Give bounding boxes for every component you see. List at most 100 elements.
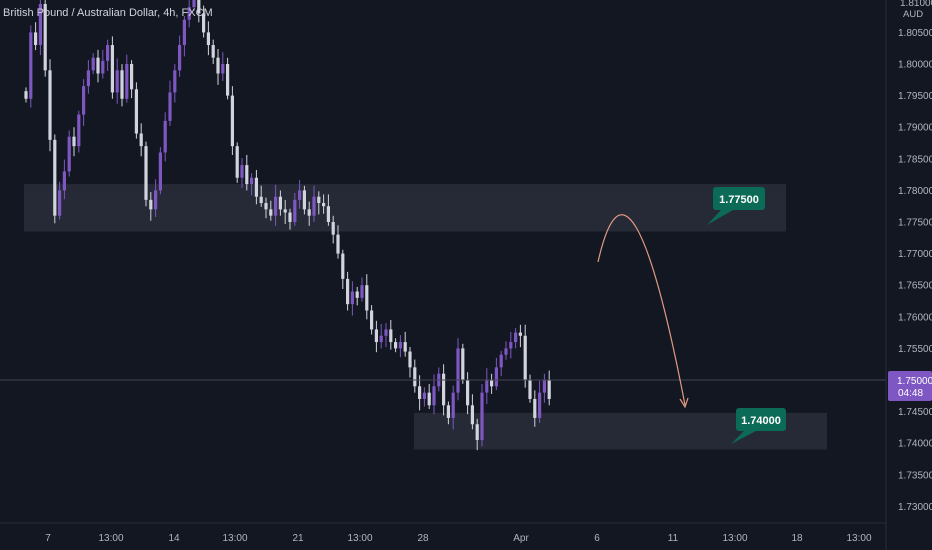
candle-body bbox=[211, 45, 215, 58]
time-tick-label: 13:00 bbox=[222, 533, 247, 544]
time-axis-ticks[interactable]: 7 13:00 14 13:00 21 13:00 28 Apr 6 11 13:00 18 13:00 bbox=[45, 533, 872, 544]
candle-body bbox=[154, 190, 158, 210]
candle-body bbox=[360, 285, 364, 298]
candle-body bbox=[533, 398, 537, 418]
candle-body bbox=[230, 95, 234, 147]
candle-body bbox=[221, 64, 225, 74]
candle-body bbox=[29, 32, 33, 99]
candle-body bbox=[346, 278, 350, 305]
candle-body bbox=[461, 348, 465, 380]
candle-body bbox=[216, 57, 220, 74]
price-tick-label: 1.77500 bbox=[898, 218, 932, 229]
candle-body bbox=[120, 70, 124, 99]
price-tick-label: 1.80000 bbox=[898, 60, 932, 71]
candle-body bbox=[264, 203, 268, 210]
candle-body bbox=[269, 209, 273, 216]
candle-body bbox=[374, 329, 378, 343]
candle-body bbox=[235, 146, 239, 178]
candle-body bbox=[470, 405, 474, 425]
candle-body bbox=[547, 380, 551, 399]
candle-body bbox=[168, 92, 172, 121]
candle-body bbox=[394, 342, 398, 349]
price-callout[interactable]: 1.74000 bbox=[731, 408, 786, 444]
price-tick-label: 1.77000 bbox=[898, 249, 932, 260]
candle-body bbox=[518, 332, 522, 336]
price-callout-label: 1.74000 bbox=[741, 415, 781, 427]
candle-body bbox=[48, 70, 52, 140]
support-resistance-zone[interactable] bbox=[24, 184, 786, 232]
candle-body bbox=[312, 196, 316, 216]
candle-body bbox=[125, 64, 129, 99]
time-tick-label: 11 bbox=[668, 533, 679, 544]
candle-body bbox=[250, 177, 254, 185]
candle-body bbox=[254, 177, 258, 197]
projection-arrow-head bbox=[679, 397, 689, 409]
candle-body bbox=[528, 380, 532, 399]
candle-body bbox=[523, 335, 527, 380]
candle-body bbox=[24, 91, 28, 99]
price-tick-label: 1.78500 bbox=[898, 154, 932, 165]
candle-body bbox=[149, 199, 153, 210]
candle-body bbox=[91, 57, 95, 71]
candle-body bbox=[538, 392, 542, 418]
time-tick-label: 21 bbox=[292, 533, 304, 544]
candle-body bbox=[490, 380, 494, 387]
candle-body bbox=[288, 212, 292, 222]
candle-body bbox=[38, 3, 42, 46]
candle-body bbox=[350, 291, 354, 305]
candle-body bbox=[82, 86, 86, 115]
price-callout[interactable]: 1.77500 bbox=[707, 187, 765, 225]
candle-body bbox=[480, 392, 484, 441]
candle-body bbox=[398, 342, 402, 349]
candle-body bbox=[341, 253, 345, 279]
candle-body bbox=[72, 136, 76, 147]
price-tick-label: 1.80500 bbox=[898, 28, 932, 39]
candle-body bbox=[240, 165, 244, 178]
candle-body bbox=[283, 209, 287, 213]
candle-body bbox=[365, 285, 369, 311]
candle-body bbox=[379, 335, 383, 343]
candle-body bbox=[173, 70, 177, 93]
candle-body bbox=[485, 380, 489, 393]
candle-body bbox=[259, 196, 263, 204]
time-tick-label: 7 bbox=[45, 533, 51, 544]
price-tick-label: 1.76000 bbox=[898, 312, 932, 323]
projection-arrow[interactable] bbox=[597, 214, 686, 406]
candle-body bbox=[206, 32, 210, 46]
candle-body bbox=[187, 7, 191, 20]
candle-body bbox=[293, 199, 297, 222]
price-axis-currency: AUD bbox=[903, 9, 923, 20]
candle-body bbox=[202, 13, 206, 33]
current-price-value: 1.75000 bbox=[897, 376, 932, 387]
candle-body bbox=[418, 386, 422, 399]
candle-body bbox=[96, 57, 100, 74]
candle-body bbox=[446, 405, 450, 418]
time-tick-label: 13:00 bbox=[347, 533, 372, 544]
candle-body bbox=[58, 190, 62, 216]
candle-body bbox=[278, 196, 282, 210]
price-callout-tail bbox=[707, 210, 733, 225]
candle-body bbox=[144, 146, 148, 200]
candle-body bbox=[370, 310, 374, 330]
current-price-tag: 1.75000 04:48 bbox=[888, 371, 932, 401]
candle-body bbox=[77, 114, 81, 147]
price-axis-top-partial-label: 1.81000 bbox=[900, 0, 932, 9]
candle-body bbox=[408, 351, 412, 368]
candle-body bbox=[274, 196, 278, 216]
candle-body bbox=[130, 64, 134, 90]
price-tick-label: 1.73000 bbox=[898, 502, 932, 513]
time-tick-label: 14 bbox=[168, 533, 180, 544]
time-tick-label: 13:00 bbox=[98, 533, 123, 544]
price-tick-label: 1.79000 bbox=[898, 123, 932, 134]
candle-body bbox=[322, 203, 326, 207]
current-price-tag-bg bbox=[888, 371, 932, 401]
candle-body bbox=[197, 0, 201, 14]
candle-body bbox=[466, 380, 470, 406]
candle-body bbox=[86, 70, 90, 87]
candle-body bbox=[331, 222, 335, 235]
candle-body bbox=[101, 60, 105, 74]
candle-body bbox=[355, 291, 359, 298]
candle-body bbox=[192, 0, 196, 8]
